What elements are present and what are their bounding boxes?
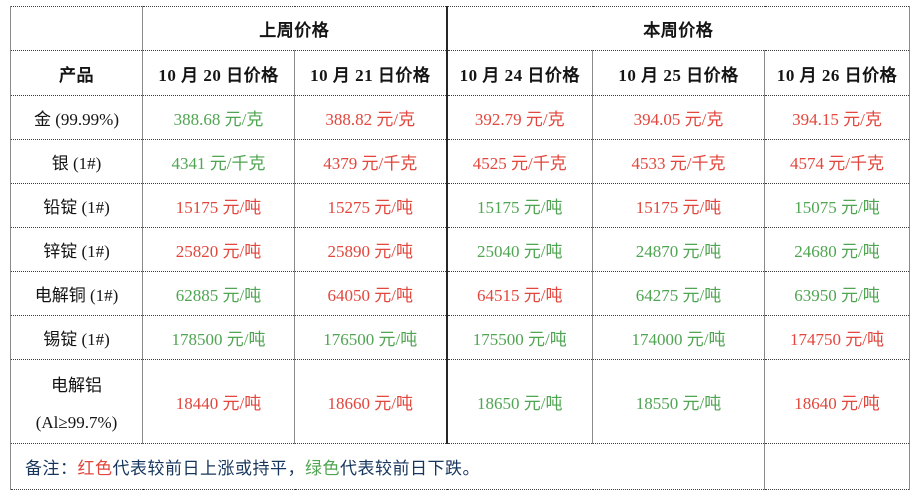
price-cell: 25820 元/吨 <box>142 227 295 272</box>
table-row-gold: 金 (99.99%) 388.68 元/克 388.82 元/克 392.79 … <box>10 95 910 140</box>
price-cell: 15175 元/吨 <box>445 183 593 228</box>
note-red-word: 红色 <box>77 459 113 478</box>
price-cell: 4379 元/千克 <box>294 139 447 184</box>
price-cell: 25890 元/吨 <box>294 227 447 272</box>
price-cell: 15175 元/吨 <box>142 183 295 228</box>
price-cell: 392.79 元/克 <box>445 95 593 140</box>
price-cell: 4525 元/千克 <box>445 139 593 184</box>
price-cell: 63950 元/吨 <box>763 271 910 316</box>
table-row-tin: 锡锭 (1#) 178500 元/吨 176500 元/吨 175500 元/吨… <box>10 315 910 360</box>
price-cell: 175500 元/吨 <box>445 315 593 360</box>
price-cell: 388.68 元/克 <box>142 95 295 140</box>
product-cell: 锌锭 (1#) <box>10 227 143 272</box>
table-row-aluminum: 电解铝 (Al≥99.7%) 18440 元/吨 18660 元/吨 18650… <box>10 359 910 444</box>
price-cell: 64050 元/吨 <box>294 271 447 316</box>
price-cell: 178500 元/吨 <box>142 315 295 360</box>
price-cell: 18660 元/吨 <box>294 359 447 444</box>
product-cell: 银 (1#) <box>10 139 143 184</box>
price-cell: 25040 元/吨 <box>445 227 593 272</box>
table-row-lead: 铅锭 (1#) 15175 元/吨 15275 元/吨 15175 元/吨 15… <box>10 183 910 228</box>
price-cell: 18650 元/吨 <box>445 359 593 444</box>
price-cell: 24680 元/吨 <box>763 227 910 272</box>
group-header-this-week: 本周价格 <box>445 6 910 51</box>
price-cell: 4574 元/千克 <box>763 139 910 184</box>
price-cell: 15175 元/吨 <box>592 183 765 228</box>
price-cell: 176500 元/吨 <box>294 315 447 360</box>
product-cell: 金 (99.99%) <box>10 95 143 140</box>
note-prefix: 备注： <box>25 459 78 478</box>
product-cell: 电解铝 (Al≥99.7%) <box>10 359 143 444</box>
price-cell: 4341 元/千克 <box>142 139 295 184</box>
price-cell: 62885 元/吨 <box>142 271 295 316</box>
note-cell: 备注：红色代表较前日上涨或持平，绿色代表较前日下跌。 <box>10 443 765 490</box>
price-cell: 4533 元/千克 <box>592 139 765 184</box>
price-cell: 15075 元/吨 <box>763 183 910 228</box>
product-cell: 铅锭 (1#) <box>10 183 143 228</box>
date-header-oct24: 10 月 24 日价格 <box>445 50 593 96</box>
corner-cell <box>10 6 143 51</box>
price-cell: 174750 元/吨 <box>763 315 910 360</box>
price-cell: 18550 元/吨 <box>592 359 765 444</box>
note-row: 备注：红色代表较前日上涨或持平，绿色代表较前日下跌。 <box>10 443 910 490</box>
price-cell: 18640 元/吨 <box>763 359 910 444</box>
price-cell: 174000 元/吨 <box>592 315 765 360</box>
product-name-line1: 电解铝 <box>51 375 102 395</box>
price-cell: 64275 元/吨 <box>592 271 765 316</box>
metal-price-table: 上周价格 本周价格 产品 10 月 20 日价格 10 月 21 日价格 10 … <box>10 6 911 490</box>
price-cell: 18440 元/吨 <box>142 359 295 444</box>
price-cell: 64515 元/吨 <box>445 271 593 316</box>
group-header-last-week: 上周价格 <box>142 6 447 51</box>
column-header-row: 产品 10 月 20 日价格 10 月 21 日价格 10 月 24 日价格 1… <box>10 50 910 96</box>
product-cell: 电解铜 (1#) <box>10 271 143 316</box>
date-header-oct25: 10 月 25 日价格 <box>592 50 765 96</box>
product-cell: 锡锭 (1#) <box>10 315 143 360</box>
product-name-line2: (Al≥99.7%) <box>35 412 118 432</box>
price-cell: 24870 元/吨 <box>592 227 765 272</box>
note-green-meaning: 代表较前日下跌。 <box>340 459 480 478</box>
table-row-copper: 电解铜 (1#) 62885 元/吨 64050 元/吨 64515 元/吨 6… <box>10 271 910 316</box>
table-row-silver: 银 (1#) 4341 元/千克 4379 元/千克 4525 元/千克 453… <box>10 139 910 184</box>
price-cell: 388.82 元/克 <box>294 95 447 140</box>
table-row-zinc: 锌锭 (1#) 25820 元/吨 25890 元/吨 25040 元/吨 24… <box>10 227 910 272</box>
price-cell: 15275 元/吨 <box>294 183 447 228</box>
note-red-meaning: 代表较前日上涨或持平， <box>112 459 305 478</box>
date-header-oct21: 10 月 21 日价格 <box>294 50 447 96</box>
date-header-oct20: 10 月 20 日价格 <box>142 50 295 96</box>
empty-cell <box>763 443 910 490</box>
product-column-header: 产品 <box>10 50 143 96</box>
date-header-oct26: 10 月 26 日价格 <box>763 50 910 96</box>
group-header-row: 上周价格 本周价格 <box>10 6 910 51</box>
price-cell: 394.15 元/克 <box>763 95 910 140</box>
price-cell: 394.05 元/克 <box>592 95 765 140</box>
note-green-word: 绿色 <box>305 459 340 478</box>
